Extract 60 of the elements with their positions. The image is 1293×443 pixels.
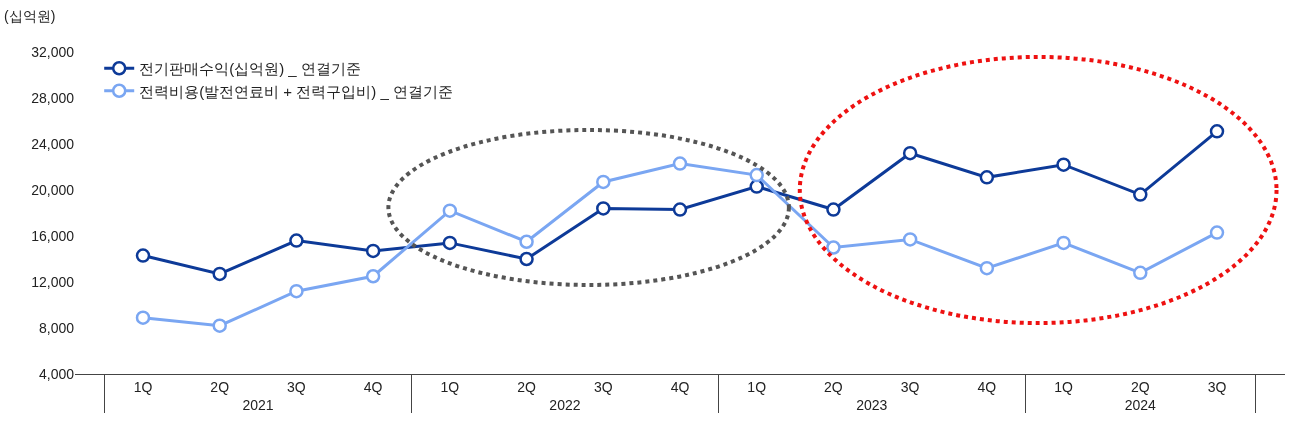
point bbox=[442, 203, 458, 218]
point bbox=[596, 174, 611, 190]
x-tick-label: 4Q bbox=[363, 378, 383, 395]
x-tick-label: 3Q bbox=[287, 378, 306, 395]
point bbox=[135, 248, 151, 263]
point bbox=[289, 233, 304, 248]
point bbox=[442, 235, 458, 251]
text: 2024 bbox=[1124, 396, 1157, 413]
point bbox=[212, 318, 227, 333]
x-tick-label: 3Q bbox=[1207, 378, 1227, 395]
point bbox=[1209, 225, 1225, 240]
point bbox=[1056, 235, 1071, 251]
y-tick-label: 12,000 bbox=[31, 273, 75, 290]
point bbox=[212, 266, 227, 282]
point bbox=[1133, 265, 1148, 281]
x-tick-label: 1Q bbox=[133, 378, 153, 395]
point bbox=[1056, 157, 1071, 172]
x-tick-label: 3Q bbox=[900, 378, 920, 395]
point bbox=[1133, 187, 1148, 202]
x-tick-label: 4Q bbox=[670, 378, 690, 395]
point bbox=[519, 251, 534, 267]
point bbox=[749, 179, 764, 194]
y-axis-title: (십억원) bbox=[4, 8, 56, 24]
point bbox=[365, 269, 381, 284]
x-tick-label: 1Q bbox=[1054, 378, 1074, 395]
point bbox=[596, 201, 611, 216]
y-tick-label: 16,000 bbox=[31, 227, 75, 244]
y-tick-label: 4,000 bbox=[38, 365, 75, 382]
point bbox=[826, 202, 841, 217]
point bbox=[672, 156, 688, 171]
point bbox=[826, 240, 841, 255]
text: 2022 bbox=[549, 396, 581, 413]
text: 2023 bbox=[856, 396, 888, 413]
y-tick-label: 8,000 bbox=[38, 319, 75, 336]
y-tick-label: 28,000 bbox=[31, 89, 75, 106]
x-tick-label: 2Q bbox=[517, 378, 537, 395]
point bbox=[902, 232, 918, 247]
point bbox=[672, 202, 688, 217]
y-tick-label: 24,000 bbox=[31, 135, 75, 152]
y-tick-label: 20,000 bbox=[31, 181, 75, 198]
point bbox=[979, 260, 995, 276]
x-tick-label: 4Q bbox=[977, 378, 997, 395]
x-tick-label: 2Q bbox=[210, 378, 230, 395]
point bbox=[519, 234, 534, 249]
point bbox=[902, 145, 918, 161]
point bbox=[979, 170, 995, 185]
legend-label: 전력비용(발전연료비 + 전력구입비) _ 연결기준 bbox=[139, 82, 453, 100]
point bbox=[749, 167, 764, 183]
y-tick-label: 32,000 bbox=[31, 43, 75, 60]
x-tick-label: 3Q bbox=[593, 378, 613, 395]
x-tick-label: 1Q bbox=[747, 378, 767, 395]
point bbox=[289, 283, 304, 299]
x-tick-label: 2Q bbox=[1130, 378, 1150, 395]
point bbox=[1209, 124, 1225, 139]
legend-label: 전기판매수익(십억원) _ 연결기준 bbox=[139, 60, 361, 78]
text: 2021 bbox=[242, 396, 274, 413]
x-tick-label: 2Q bbox=[824, 378, 843, 395]
x-tick-label: 1Q bbox=[440, 378, 460, 395]
point bbox=[365, 243, 381, 259]
point bbox=[135, 310, 151, 325]
